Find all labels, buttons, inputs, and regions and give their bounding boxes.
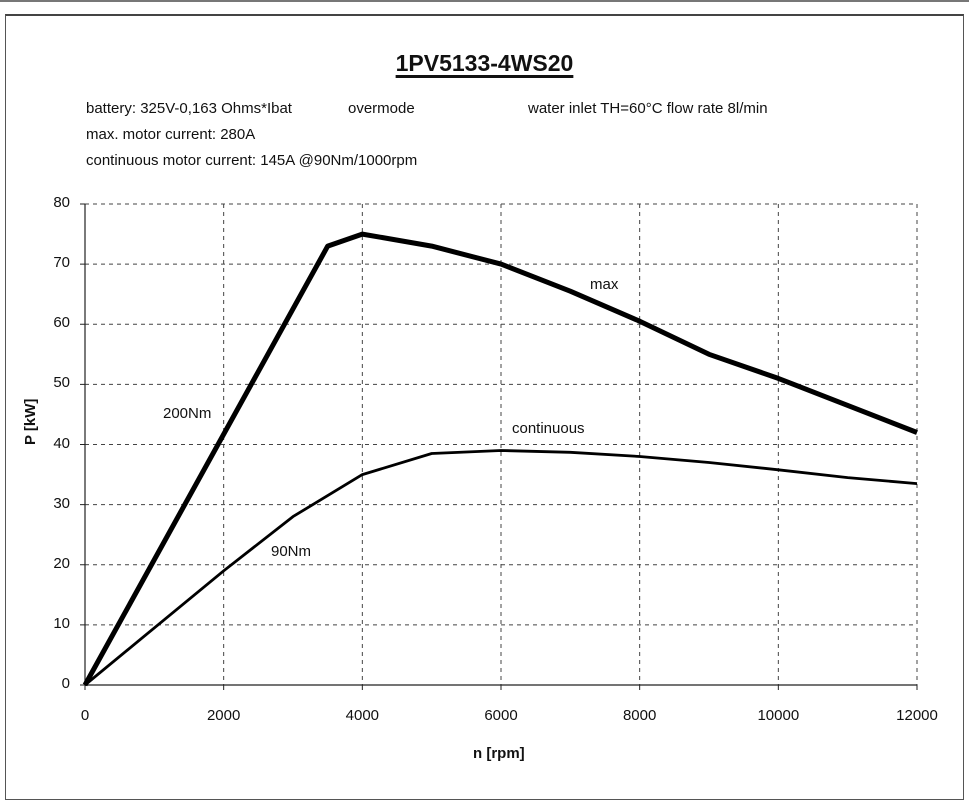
x-tick-label: 6000 <box>484 707 518 724</box>
x-tick-label: 12000 <box>896 707 938 724</box>
top-border <box>0 0 969 2</box>
chart-title: 1PV5133-4WS20 <box>395 50 574 76</box>
max-current-info: max. motor current: 280A <box>86 126 256 143</box>
x-tick-label: 2000 <box>206 707 241 724</box>
chart-frame <box>5 14 964 800</box>
continuous-curve-label: continuous <box>512 420 585 437</box>
max-curve-label: max <box>590 276 619 293</box>
y-axis-label: P [kW] <box>22 398 39 445</box>
torque-90-label: 90Nm <box>271 543 312 560</box>
y-tick-label: 40 <box>53 434 70 452</box>
x-tick-label: 4000 <box>345 707 380 724</box>
y-tick-label: 60 <box>53 314 70 332</box>
y-tick-label: 50 <box>53 374 70 392</box>
y-tick-label: 70 <box>53 254 70 272</box>
y-tick-label: 80 <box>53 194 70 211</box>
y-tick-label: 0 <box>61 675 70 692</box>
x-axis-label: n [rpm] <box>473 745 525 762</box>
max-curve <box>82 231 918 687</box>
y-tick-label: 10 <box>53 614 70 632</box>
y-tick-label: 30 <box>53 494 70 512</box>
x-tick-label: 0 <box>80 707 90 724</box>
water-inlet-info: water inlet TH=60°C flow rate 8l/min <box>528 100 768 117</box>
torque-200-label: 200Nm <box>163 405 212 422</box>
x-tick-label: 10000 <box>757 707 800 724</box>
y-tick-label: 20 <box>53 554 70 572</box>
continuous-current-info: continuous motor current: 145A @90Nm/100… <box>86 152 418 169</box>
continuous-curve <box>84 449 918 687</box>
overmode-info: overmode <box>348 100 415 117</box>
x-tick-label: 8000 <box>622 707 657 724</box>
battery-info: battery: 325V-0,163 Ohms*Ibat <box>86 100 292 117</box>
